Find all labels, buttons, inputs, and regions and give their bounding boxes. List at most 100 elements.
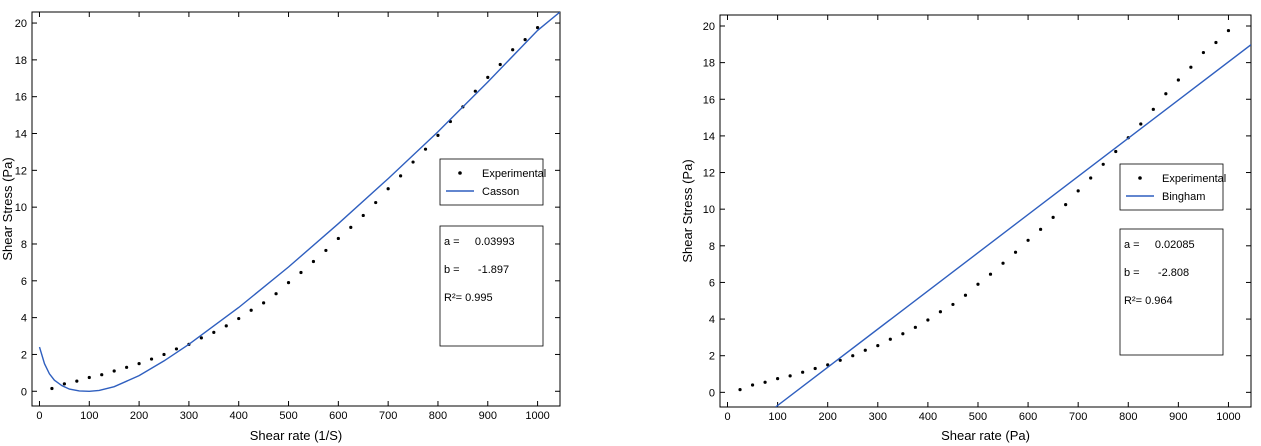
casson-chart: 0 100 200 300 400 500 600 700 800 900 1000 0 2 4 6 8 10 1… [0, 11, 561, 443]
bingham-data-point [901, 332, 905, 336]
casson-y-axis-title: Shear Stress (Pa) [0, 157, 15, 260]
bingham-x-tick-label: 100 [768, 411, 786, 423]
casson-y-tick-label: 20 [15, 18, 27, 30]
casson-data-point [50, 386, 54, 391]
casson-data-point [249, 308, 253, 312]
casson-data-point [149, 357, 154, 361]
bingham-y-tick-label: 4 [709, 314, 715, 326]
bingham-x-tick-label: 800 [1119, 411, 1137, 423]
bingham-y-ticks: 0 2 4 6 8 10 12 14 16 18 20 [703, 21, 1251, 399]
bingham-data-point [750, 383, 755, 387]
casson-x-tick-label: 200 [130, 410, 148, 422]
bingham-x-tick-label: 600 [1019, 411, 1037, 423]
bingham-series-group [738, 28, 1251, 407]
casson-data-point [75, 379, 79, 383]
bingham-fit-line [775, 44, 1251, 407]
casson-y-ticks: 0 2 4 6 8 10 12 14 16 18 20 [15, 18, 560, 398]
bingham-experimental-points [738, 28, 1231, 392]
bingham-data-point [1026, 238, 1030, 242]
bingham-legend-point-swatch [1138, 176, 1142, 180]
bingham-y-tick-label: 16 [703, 94, 715, 106]
bingham-data-point [813, 366, 817, 371]
bingham-coefficient-b: b = -2.808 [1124, 267, 1189, 279]
casson-coefficient-a: a = 0.03993 [444, 236, 515, 248]
bingham-data-point [776, 377, 780, 381]
bingham-data-point [1013, 250, 1018, 254]
casson-x-tick-label: 800 [429, 410, 447, 422]
casson-plot-frame [31, 11, 561, 407]
casson-fit-line [38, 12, 560, 393]
casson-chart-panel: 0 100 200 300 400 500 600 700 800 900 1000 0 2 4 6 8 10 1… [0, 0, 600, 446]
bingham-data-point [988, 272, 993, 276]
casson-data-point [311, 259, 316, 264]
casson-data-point [411, 160, 415, 164]
casson-y-tick-label: 2 [21, 349, 27, 361]
bingham-y-tick-label: 10 [703, 204, 715, 216]
bingham-data-point [851, 354, 855, 358]
casson-x-tick-label: 500 [279, 410, 297, 422]
bingham-data-point [1176, 78, 1180, 82]
bingham-data-point [1064, 202, 1068, 207]
casson-y-tick-label: 8 [21, 239, 27, 251]
casson-data-point [324, 248, 328, 253]
casson-x-tick-label: 900 [479, 410, 497, 422]
casson-data-point [174, 347, 179, 351]
casson-x-tick-label: 700 [379, 410, 397, 422]
bingham-data-point [1214, 40, 1218, 45]
bingham-data-point [926, 318, 930, 322]
casson-data-point [436, 133, 440, 137]
casson-data-point [87, 375, 91, 380]
casson-x-ticks: 0 100 200 300 400 500 600 700 800 900 1000 [36, 12, 550, 422]
bingham-coefficient-a: a = 0.02085 [1124, 239, 1195, 251]
bingham-data-point [1139, 122, 1143, 126]
bingham-legend-box [1119, 163, 1224, 211]
casson-data-point [423, 147, 428, 151]
bingham-r-squared: R²= 0.964 [1124, 295, 1173, 307]
bingham-data-point [738, 387, 742, 392]
casson-legend: Experimental Casson [439, 158, 546, 206]
bingham-x-ticks: 0 100 200 300 400 500 600 700 800 900 1000 [724, 15, 1241, 423]
casson-coefficient-b: b = -1.897 [444, 264, 509, 276]
casson-data-point [212, 330, 216, 334]
bingham-legend-entry: Experimental [1162, 173, 1226, 185]
casson-data-point [100, 373, 104, 377]
casson-data-point [473, 89, 477, 93]
casson-data-point [224, 324, 228, 328]
bingham-data-point [1051, 215, 1055, 220]
casson-y-tick-label: 12 [15, 165, 27, 177]
casson-data-point [535, 26, 540, 30]
bingham-y-tick-label: 14 [703, 131, 715, 143]
bingham-y-axis-title: Shear Stress (Pa) [680, 159, 695, 262]
bingham-y-tick-label: 2 [709, 351, 715, 363]
bingham-data-point [863, 348, 867, 352]
bingham-data-point [788, 374, 792, 378]
bingham-data-point [1164, 92, 1168, 96]
casson-x-tick-label: 0 [36, 410, 42, 422]
bingham-data-point [876, 344, 880, 348]
bingham-x-tick-label: 900 [1169, 411, 1187, 423]
bingham-x-axis-title: Shear rate (Pa) [941, 428, 1030, 443]
bingham-fit-stats: a = 0.02085 b = -2.808 R²= 0.964 [1119, 228, 1224, 356]
bingham-data-point [1189, 65, 1193, 69]
casson-y-tick-label: 4 [21, 313, 27, 325]
casson-fit-stats: a = 0.03993 b = -1.897 R²= 0.995 [439, 225, 544, 347]
casson-legend-point-swatch [458, 171, 462, 175]
bingham-data-point [801, 370, 805, 374]
bingham-data-point [826, 363, 830, 367]
casson-data-point [361, 213, 365, 218]
bingham-data-point [1076, 189, 1080, 193]
casson-y-tick-label: 16 [15, 92, 27, 104]
bingham-legend: Experimental Bingham [1119, 163, 1226, 211]
bingham-y-tick-label: 18 [703, 58, 715, 70]
bingham-data-point [1089, 176, 1093, 180]
casson-data-point [336, 236, 340, 241]
bingham-x-tick-label: 700 [1069, 411, 1087, 423]
casson-x-tick-label: 300 [180, 410, 198, 422]
bingham-stats-box [1119, 228, 1224, 356]
casson-data-point [112, 369, 116, 373]
bingham-x-tick-label: 1000 [1216, 411, 1240, 423]
bingham-data-point [1114, 149, 1118, 154]
casson-stats-box [439, 225, 544, 347]
casson-data-point [349, 225, 353, 230]
bingham-data-point [976, 282, 980, 286]
